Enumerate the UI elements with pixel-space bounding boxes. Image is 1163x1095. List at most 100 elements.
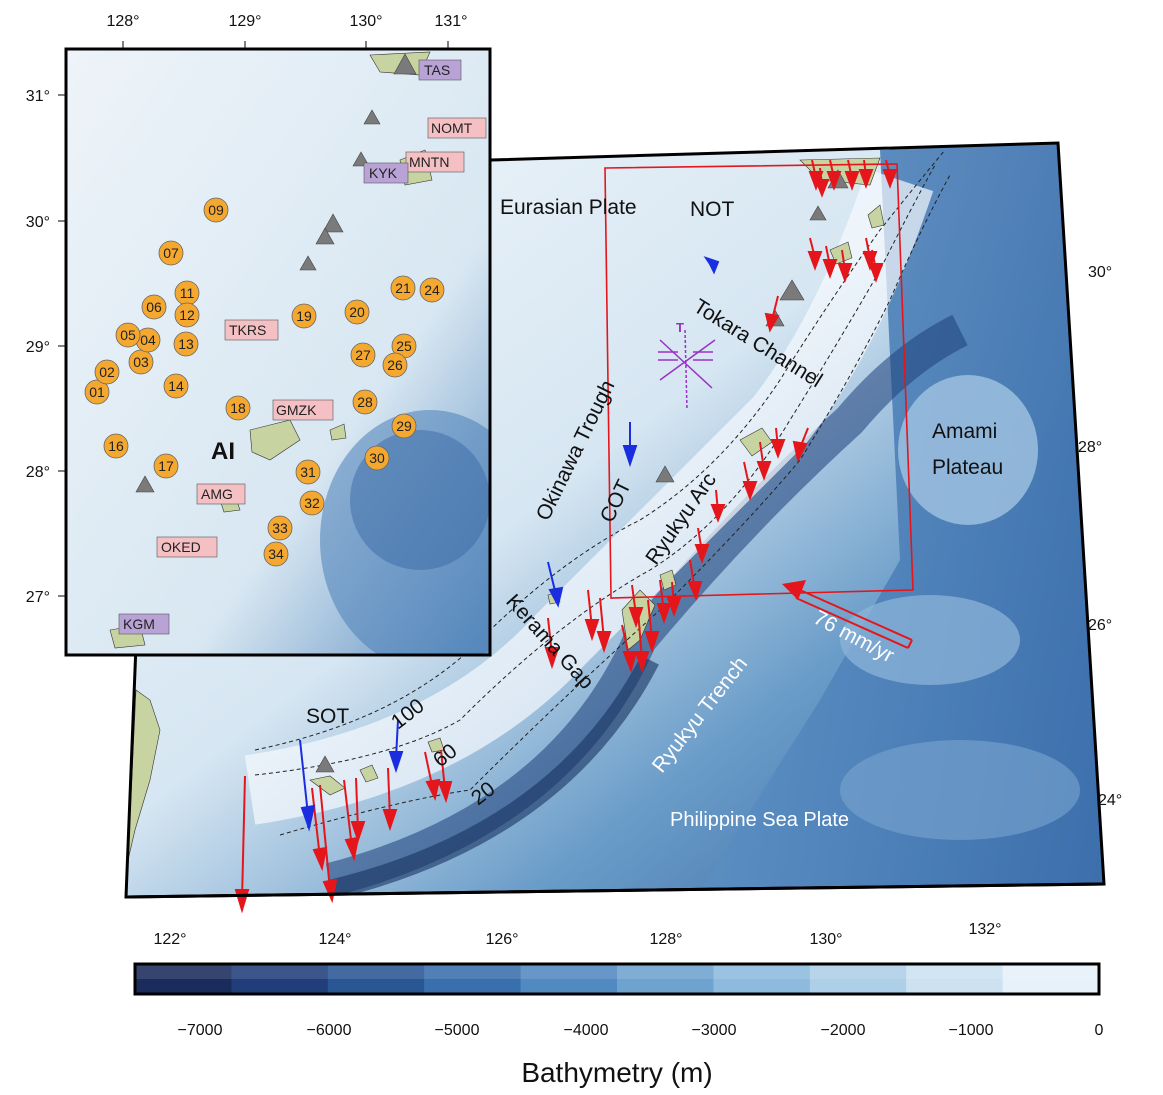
svg-text:28: 28 [357, 394, 373, 410]
station-kyk: KYK [363, 162, 409, 184]
svg-text:18: 18 [230, 400, 246, 416]
svg-text:OKED: OKED [161, 539, 201, 555]
obs-site-21: 21 [390, 275, 416, 301]
station-oked: OKED [156, 536, 218, 558]
svg-text:17: 17 [158, 458, 174, 474]
svg-text:32: 32 [304, 495, 320, 511]
obs-site-07: 07 [158, 240, 184, 266]
colorbar-tick: −7000 [178, 1022, 223, 1039]
obs-site-17: 17 [153, 453, 179, 479]
lon-tick: 122° [153, 931, 186, 948]
svg-text:05: 05 [120, 327, 136, 343]
colorbar-swatch [1002, 964, 1100, 994]
colorbar-tick: −2000 [821, 1022, 866, 1039]
svg-text:21: 21 [395, 280, 411, 296]
svg-text:27: 27 [355, 347, 371, 363]
svg-text:14: 14 [168, 378, 184, 394]
svg-text:16: 16 [108, 438, 124, 454]
obs-site-13: 13 [173, 331, 199, 357]
colorbar-ticks: −7000 −6000 −5000 −4000 −3000 −2000 −100… [178, 1022, 1104, 1039]
svg-text:11: 11 [180, 285, 195, 301]
lon-tick: 128° [649, 931, 682, 948]
colorbar-swatch [617, 964, 714, 994]
obs-site-32: 32 [299, 490, 325, 516]
label-not: NOT [690, 198, 735, 221]
label-philippine-sea-plate: Philippine Sea Plate [670, 809, 849, 831]
inset-island-label: AI [211, 438, 235, 465]
svg-text:KYK: KYK [369, 165, 398, 181]
inset-lat-ticks: 31° 30° 29° 28° 27° [26, 88, 50, 606]
station-kgm: KGM [118, 613, 170, 635]
inset-map: 01 02 03 04 05 06 07 09 11 12 13 14 16 1… [26, 13, 492, 657]
study-region-box [604, 163, 914, 599]
svg-text:04: 04 [140, 332, 156, 348]
svg-text:GMZK: GMZK [276, 402, 317, 418]
station-tkrs: TKRS [224, 319, 279, 341]
inset-volcanoes [135, 53, 417, 493]
obs-site-19: 19 [291, 303, 317, 329]
obs-site-34: 34 [263, 541, 289, 567]
obs-site-28: 28 [352, 389, 378, 415]
inset-lon-tick: 128° [106, 13, 139, 30]
obs-site-26: 26 [382, 352, 408, 378]
station-amg: AMG [196, 483, 246, 505]
svg-text:AMG: AMG [201, 486, 233, 502]
svg-text:29: 29 [396, 418, 412, 434]
inset-lat-tick: 30° [26, 214, 50, 231]
obs-site-27: 27 [350, 342, 376, 368]
colorbar-tick: −4000 [564, 1022, 609, 1039]
svg-text:02: 02 [99, 364, 115, 380]
svg-text:TKRS: TKRS [229, 322, 266, 338]
colorbar-tick: −6000 [307, 1022, 352, 1039]
obs-site-18: 18 [225, 395, 251, 421]
slab-depth-contours [254, 149, 951, 836]
inset-lat-tick: 29° [26, 339, 50, 356]
plate-motion-arrow [782, 580, 913, 649]
station-nomt: NOMT [427, 117, 487, 139]
lat-tick: 24° [1098, 792, 1122, 809]
inset-land-stations: TAS NOMT MNTN KYK TKRS GMZK AMG OKED KGM [118, 59, 487, 635]
colorbar-shading [135, 964, 1099, 979]
colorbar-swatch [520, 964, 618, 994]
svg-text:T: T [676, 320, 684, 335]
obs-site-12: 12 [174, 302, 200, 328]
inset-lon-tick: 129° [228, 13, 261, 30]
station-tas: TAS [418, 59, 462, 81]
label-amami-plateau-2: Plateau [932, 456, 1003, 479]
svg-text:33: 33 [272, 520, 288, 536]
obs-site-06: 06 [141, 294, 167, 320]
colorbar-tick: −5000 [435, 1022, 480, 1039]
colorbar-swatch [906, 964, 1004, 994]
focal-mechanism-symbol: T [658, 320, 716, 411]
obs-site-31: 31 [295, 459, 321, 485]
svg-text:01: 01 [89, 384, 105, 400]
svg-text:KGM: KGM [123, 616, 155, 632]
obs-site-03: 03 [128, 349, 154, 375]
colorbar-swatch [809, 964, 907, 994]
colorbar-swatches [135, 964, 1100, 994]
colorbar-swatch [424, 964, 522, 994]
lon-tick: 124° [318, 931, 351, 948]
svg-text:MNTN: MNTN [409, 154, 449, 170]
obs-site-29: 29 [391, 413, 417, 439]
obs-site-30: 30 [364, 445, 390, 471]
inset-lon-ticks: 128° 129° 130° 131° [106, 13, 467, 30]
svg-text:NOMT: NOMT [431, 120, 473, 136]
inset-map-frame [64, 47, 492, 657]
station-mntn: MNTN [405, 151, 465, 173]
lat-tick: 26° [1088, 617, 1112, 634]
svg-text:20: 20 [349, 304, 365, 320]
lat-tick: 28° [1078, 439, 1102, 456]
svg-text:25: 25 [396, 338, 412, 354]
lon-tick: 126° [485, 931, 518, 948]
svg-text:34: 34 [268, 546, 284, 562]
colorbar-title: Bathymetry (m) [521, 1057, 712, 1088]
obs-site-16: 16 [103, 433, 129, 459]
inset-lon-tick: 131° [434, 13, 467, 30]
svg-text:24: 24 [424, 282, 440, 298]
lon-tick: 130° [809, 931, 842, 948]
inset-lat-tick: 27° [26, 589, 50, 606]
colorbar-swatch [135, 964, 232, 994]
svg-text:19: 19 [296, 308, 312, 324]
